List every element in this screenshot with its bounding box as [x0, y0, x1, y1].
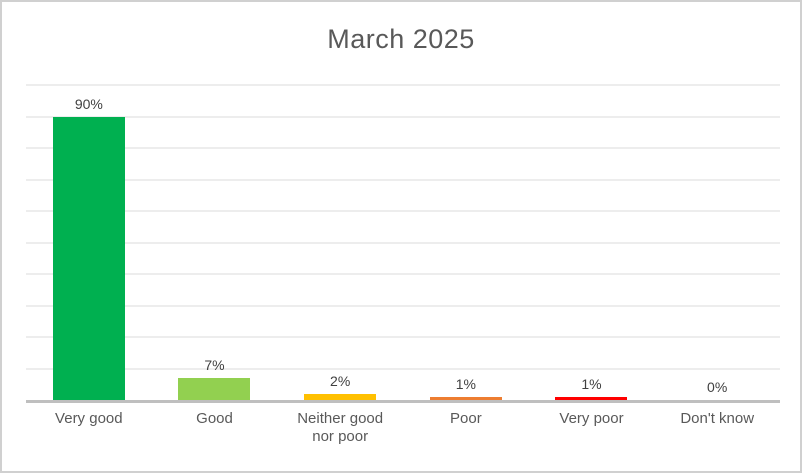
bar-slot-good: 7% [152, 85, 278, 400]
data-label-poor: 1% [455, 375, 476, 392]
bar-slot-very-poor: 1% [529, 85, 655, 400]
plot-area: 90% 7% 2% 1% 1% 0% [26, 84, 780, 400]
bar-neither-good-nor-poor [304, 393, 377, 400]
gridline [26, 178, 780, 181]
x-axis-tick-labels: Very good Good Neither good nor poor Poor Ve… [26, 410, 780, 446]
data-label-don-t-know: 0% [707, 379, 728, 395]
gridline [26, 84, 780, 86]
x-axis-line [26, 400, 780, 403]
chart-title: March 2025 [327, 24, 475, 54]
bar-very-good [52, 116, 125, 400]
x-tick-label-good: Good [196, 410, 233, 427]
gridline [26, 210, 780, 212]
bar-slot-very-good: 90% [26, 85, 152, 400]
gridline [26, 367, 780, 370]
gridline [26, 273, 780, 275]
bar-slot-neither-good-nor-poor: 2% [277, 85, 403, 400]
x-tick-label-poor: Poor [450, 410, 482, 427]
bar-poor [429, 396, 502, 400]
gridline [26, 241, 780, 244]
bar-very-poor [555, 396, 628, 400]
x-tick-label-neither-good-nor-poor: Neither good nor poor [297, 410, 384, 445]
gridline [26, 304, 780, 307]
bar-slot-poor: 1% [403, 85, 529, 400]
data-label-neither-good-nor-poor: 2% [330, 372, 351, 389]
gridline [26, 336, 780, 338]
bar-good [178, 377, 251, 400]
gridline [26, 147, 780, 149]
data-label-very-poor: 1% [581, 375, 602, 392]
x-tick-label-very-good: Very good [55, 410, 123, 427]
gridline [26, 115, 780, 118]
data-label-very-good: 90% [74, 95, 103, 112]
x-tick-label-don-t-know: Don't know [680, 410, 755, 427]
bar-slot-don-t-know: 0% [654, 85, 780, 400]
data-label-good: 7% [204, 356, 225, 373]
x-tick-label-very-poor: Very poor [559, 410, 624, 427]
